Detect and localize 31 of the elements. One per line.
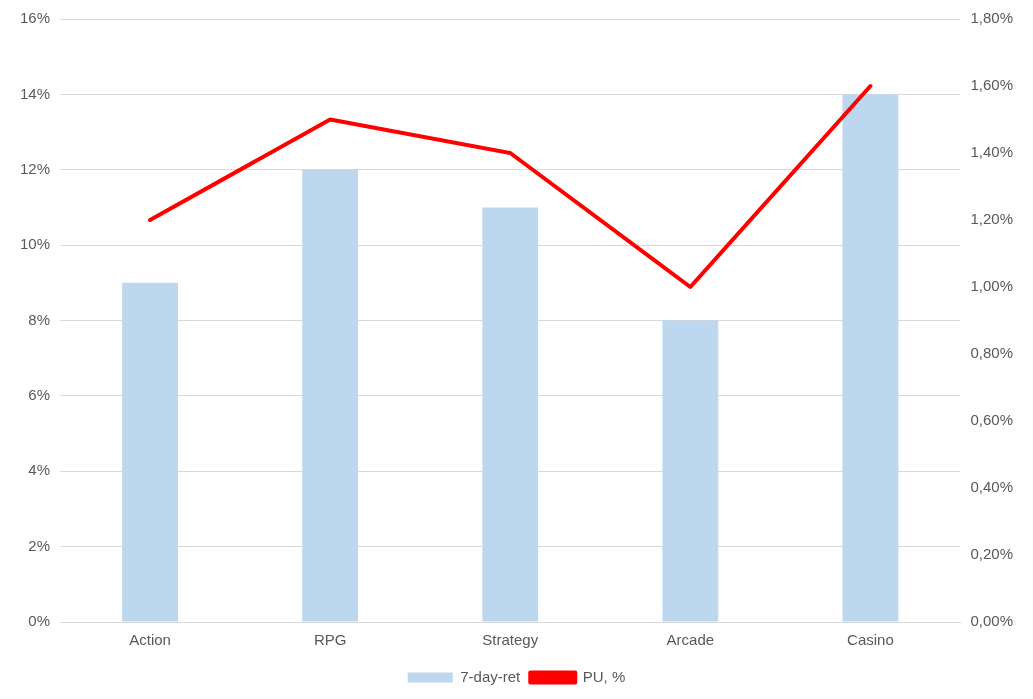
- y2-tick-label: 0,60%: [970, 411, 1014, 429]
- y2-tick-label: 1,20%: [970, 210, 1014, 228]
- y2-tick-label: 0,20%: [970, 545, 1014, 563]
- y2-tick-label: 0,40%: [970, 478, 1014, 496]
- y-tick-label: 8%: [28, 310, 51, 328]
- bar: [302, 169, 359, 622]
- legend-label: 7-day-ret: [460, 667, 522, 685]
- x-tick-label: Casino: [847, 631, 894, 649]
- y2-tick-label: 1,60%: [970, 76, 1014, 94]
- bar: [122, 282, 178, 622]
- x-tick-label: Action: [129, 631, 171, 649]
- x-tick-label: Strategy: [482, 631, 539, 649]
- x-tick-label: RPG: [313, 631, 347, 649]
- legend-label: PU, %: [582, 667, 626, 685]
- y-tick-label: 2%: [28, 536, 51, 554]
- y2-tick-label: 1,80%: [970, 9, 1014, 27]
- y-tick-label: 6%: [28, 386, 51, 404]
- y2-tick-label: 1,00%: [970, 277, 1014, 295]
- bar: [842, 94, 899, 622]
- x-tick-label: Arcade: [666, 631, 715, 649]
- bar: [662, 320, 719, 622]
- bar: [482, 207, 539, 622]
- y-tick-label: 4%: [28, 461, 51, 479]
- y2-tick-label: 0,00%: [970, 612, 1014, 630]
- y-tick-label: 12%: [19, 159, 51, 177]
- y-tick-label: 10%: [19, 235, 51, 253]
- y2-tick-label: 1,40%: [970, 143, 1014, 161]
- y2-tick-label: 0,80%: [970, 344, 1014, 362]
- y-tick-label: 16%: [19, 9, 51, 27]
- y-tick-label: 0%: [28, 612, 51, 630]
- y-tick-label: 14%: [19, 84, 51, 102]
